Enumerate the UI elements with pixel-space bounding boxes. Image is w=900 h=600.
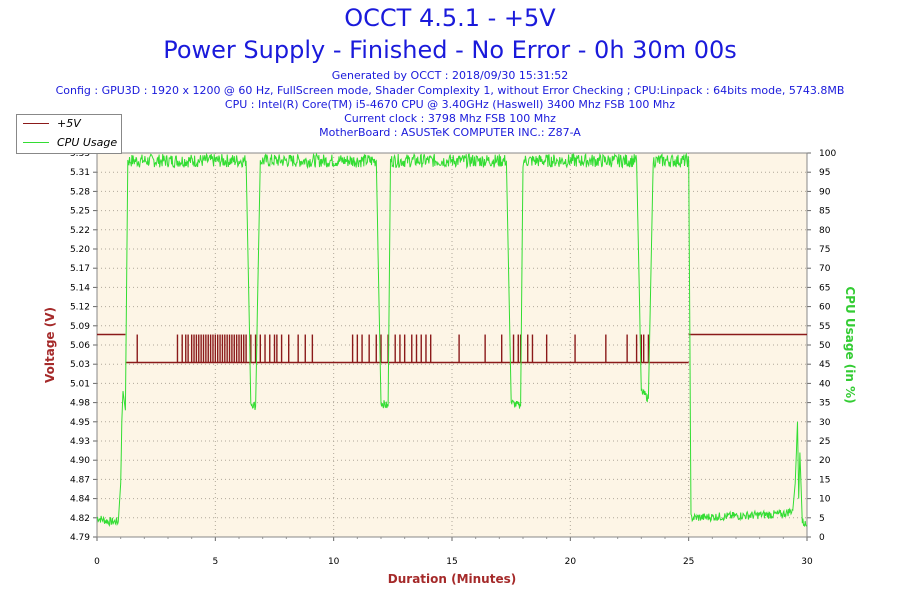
y-tick-label: 5.01 xyxy=(70,379,90,389)
y2-tick-label: 70 xyxy=(819,264,831,274)
series-cpu-usage xyxy=(96,152,808,527)
y2-tick-label: 75 xyxy=(819,245,830,255)
y2-tick-label: 5 xyxy=(819,514,825,524)
y-tick-label: 5.03 xyxy=(70,360,90,370)
y2-tick-label: 90 xyxy=(819,187,831,197)
y2-tick-label: 80 xyxy=(819,226,831,236)
chart-title: OCCT 4.5.1 - +5V xyxy=(344,4,556,32)
y2-tick-label: 50 xyxy=(819,341,831,351)
y-tick-label: 5.28 xyxy=(70,187,90,197)
y-axis-title: Voltage (V) xyxy=(43,307,57,383)
info-config: Config : GPU3D : 1920 x 1200 @ 60 Hz, Fu… xyxy=(55,84,845,97)
y-tick-label: 4.90 xyxy=(70,456,90,466)
y-tick-label: 4.87 xyxy=(70,475,90,485)
x-axis-title: Duration (Minutes) xyxy=(388,572,516,586)
y2-tick-label: 65 xyxy=(819,283,830,293)
y-tick-label: 4.82 xyxy=(70,514,90,524)
y-tick-label: 4.84 xyxy=(70,495,90,505)
y2-tick-label: 15 xyxy=(819,475,830,485)
y2-tick-label: 40 xyxy=(819,379,831,389)
y2-tick-label: 60 xyxy=(819,303,831,313)
y2-tick-label: 95 xyxy=(819,168,830,178)
x-tick-label: 10 xyxy=(328,557,340,567)
legend-swatch-cpu xyxy=(23,142,49,143)
info-clock: Current clock : 3798 Mhz FSB 100 Mhz xyxy=(344,112,556,125)
y2-tick-label: 100 xyxy=(819,149,836,159)
info-motherboard: MotherBoard : ASUSTeK COMPUTER INC.: Z87… xyxy=(319,126,581,139)
legend-label-cpu: CPU Usage xyxy=(57,136,118,149)
y-tick-label: 5.22 xyxy=(70,226,90,236)
series-voltage xyxy=(97,333,807,364)
y-tick-label: 5.33 xyxy=(70,149,90,159)
y-tick-label: 4.93 xyxy=(70,437,90,447)
y2-tick-label: 55 xyxy=(819,322,830,332)
y2-tick-label: 25 xyxy=(819,437,830,447)
x-tick-label: 0 xyxy=(94,557,100,567)
y-tick-label: 5.17 xyxy=(70,264,90,274)
x-tick-label: 15 xyxy=(446,557,457,567)
y-tick-label: 4.98 xyxy=(70,399,90,409)
x-tick-label: 5 xyxy=(212,557,218,567)
y2-tick-label: 20 xyxy=(819,456,831,466)
y2-tick-label: 10 xyxy=(819,495,831,505)
y2-tick-label: 35 xyxy=(819,399,830,409)
legend-item-cpu: CPU Usage xyxy=(17,134,121,152)
legend-item-voltage: +5V xyxy=(17,115,121,133)
legend-label-voltage: +5V xyxy=(57,117,81,130)
y-tick-label: 5.25 xyxy=(70,207,90,217)
y-tick-label: 4.95 xyxy=(70,418,90,428)
x-tick-label: 20 xyxy=(565,557,577,567)
y2-tick-label: 30 xyxy=(819,418,831,428)
y-tick-label: 4.79 xyxy=(70,533,90,543)
y-tick-label: 5.09 xyxy=(70,322,90,332)
y-tick-label: 5.14 xyxy=(70,283,90,293)
plot-border xyxy=(96,152,808,538)
y-tick-label: 5.31 xyxy=(70,168,90,178)
x-tick-label: 25 xyxy=(683,557,694,567)
chart-subtitle: Power Supply - Finished - No Error - 0h … xyxy=(163,36,737,64)
legend-swatch-voltage xyxy=(23,123,49,124)
y-tick-label: 5.20 xyxy=(70,245,90,255)
info-generated: Generated by OCCT : 2018/09/30 15:31:52 xyxy=(331,69,569,82)
y-tick-label: 5.12 xyxy=(70,303,90,313)
y-tick-label: 5.06 xyxy=(70,341,90,351)
y2-tick-label: 45 xyxy=(819,360,830,370)
legend: +5V CPU Usage xyxy=(16,114,122,154)
y2-axis-title: CPU Usage (in %) xyxy=(843,286,857,403)
y2-tick-label: 0 xyxy=(819,533,825,543)
x-tick-label: 30 xyxy=(801,557,813,567)
info-cpu: CPU : Intel(R) Core(TM) i5-4670 CPU @ 3.… xyxy=(224,98,676,111)
y2-tick-label: 85 xyxy=(819,207,830,217)
